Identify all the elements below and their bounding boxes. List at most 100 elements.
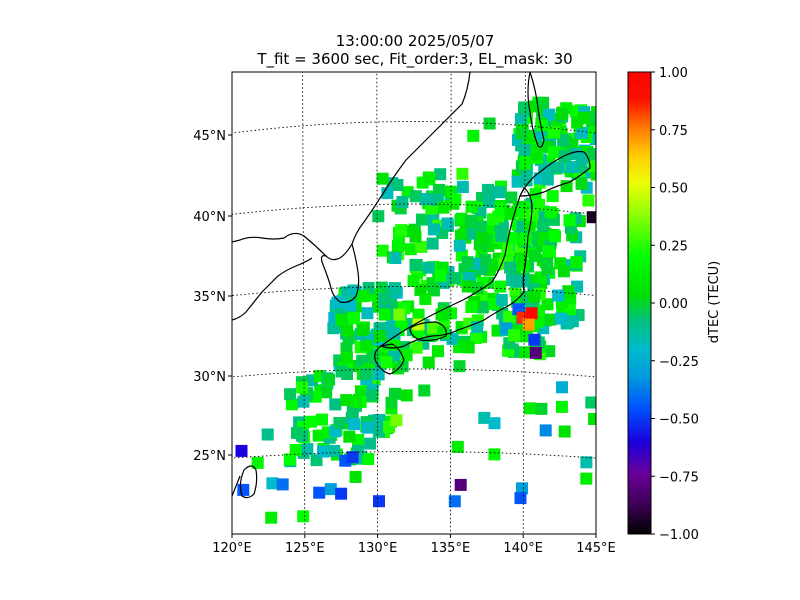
colorbar-tick-label: 0.75 [659,124,688,139]
dtec-point [237,483,250,496]
dtec-cluster-sample [502,344,515,357]
dtec-point [265,511,278,524]
dtec-cluster-sample [381,187,394,200]
dtec-cluster-sample [448,272,461,285]
dtec-cluster-sample [409,230,422,243]
lat-tick-label: 40°N [193,210,226,225]
dtec-cluster-sample [474,220,487,233]
dtec-point [333,417,346,429]
dtec-cluster-sample [456,181,469,193]
dtec-cluster-sample [415,240,428,253]
dtec-point [500,322,513,335]
colorbar-label: dTEC (TECU) [707,261,722,344]
dtec-cluster-sample [575,152,588,165]
dtec-cluster-sample [426,237,439,250]
dtec-cluster-sample [469,332,482,344]
dtec-point [525,307,538,320]
map-frame [231,71,597,535]
dtec-point [552,289,565,302]
lon-tick-label: 125°E [285,541,325,556]
dtec-cluster-sample [528,290,541,303]
dtec-cluster-sample [503,310,516,323]
dtec-cluster-sample [343,430,356,443]
dtec-point [537,96,550,109]
lon-tick-label: 130°E [358,541,398,556]
dtec-cluster-sample [544,313,557,326]
dtec-cluster-sample [320,386,333,399]
dtec-cluster-sample [378,308,391,321]
dtec-cluster-sample [588,160,596,173]
dtec-cluster-sample [410,341,423,354]
dtec-cluster-sample [373,414,386,426]
dtec-cluster-sample [441,217,454,230]
dtec-cluster-sample [296,381,309,394]
dtec-point [261,428,274,441]
dtec-point [535,402,548,415]
dtec-cluster-sample [514,256,527,268]
dtec-cluster-sample [361,307,374,320]
graticule-layer [232,72,596,534]
dtec-cluster-sample [535,119,548,132]
title-line-1: 13:00:00 2025/05/07 [335,32,495,50]
dtec-cluster-sample [588,110,596,123]
coastline-shikoku [409,321,447,342]
dtec-cluster-sample [432,345,444,358]
colorbar-tick-label: −1.00 [659,528,699,543]
dtec-point [558,425,571,438]
lon-tick-label: 140°E [503,541,543,556]
dtec-cluster-sample [515,127,528,140]
dtec-point [529,346,542,359]
dtec-point [427,321,440,334]
dtec-point [422,356,435,369]
dtec-cluster-sample [301,443,314,456]
coastline-korea [320,243,360,303]
dtec-cluster-sample [361,421,374,434]
dtec-cluster-sample [434,269,447,282]
dtec-cluster-sample [388,327,401,340]
dtec-cluster-sample [528,250,541,262]
dtec-cluster-sample [340,394,353,407]
lat-tick-label: 35°N [193,290,226,305]
dtec-cluster-sample [544,206,557,219]
dtec-cluster-sample [518,101,531,114]
lat-tick-label: 25°N [193,449,226,464]
dtec-cluster-sample [341,324,354,337]
dtec-point [507,329,520,342]
graticule-parallel [232,368,596,378]
dtec-point [555,312,567,325]
lon-tick-label: 135°E [431,541,471,556]
dtec-cluster-sample [555,108,568,121]
dtec-cluster-sample [331,296,344,309]
dtec-cluster-sample [461,256,474,269]
colorbar-tick-label: 0.25 [659,239,688,254]
dtec-cluster-sample [587,148,596,161]
dtec-cluster-sample [407,275,420,287]
dtec-point-layer [235,96,596,524]
lon-tick-label: 120°E [212,541,252,556]
dtec-cluster-sample [506,274,518,286]
coastline-layer [232,72,591,499]
dtec-cluster-sample [541,173,554,186]
coastline-kyushu [374,343,405,375]
dtec-cluster-sample [501,241,514,254]
colorbar-tick-label: −0.75 [659,470,699,485]
dtec-cluster-sample [341,286,354,299]
dtec-point [448,495,461,508]
dtec-cluster-sample [523,219,536,231]
dtec-cluster-sample [422,171,435,184]
dtec-cluster-sample [297,395,310,408]
latitude-tick-labels: 25°N 30°N 35°N 40°N 45°N [193,129,232,464]
dtec-cluster-sample [453,239,466,252]
dtec-cluster-sample [289,444,302,456]
dtec-cluster-sample [542,245,555,258]
dtec-cluster-sample [316,445,329,458]
dtec-cluster-sample [563,214,576,227]
dtec-cluster-sample [455,212,468,225]
dtec-cluster-sample [562,285,575,298]
dtec-point [451,440,464,453]
dtec-point [580,472,593,485]
dtec-point [251,456,264,469]
dtec-point [349,470,362,483]
dtec-point [324,483,337,496]
dtec-point [235,444,248,457]
